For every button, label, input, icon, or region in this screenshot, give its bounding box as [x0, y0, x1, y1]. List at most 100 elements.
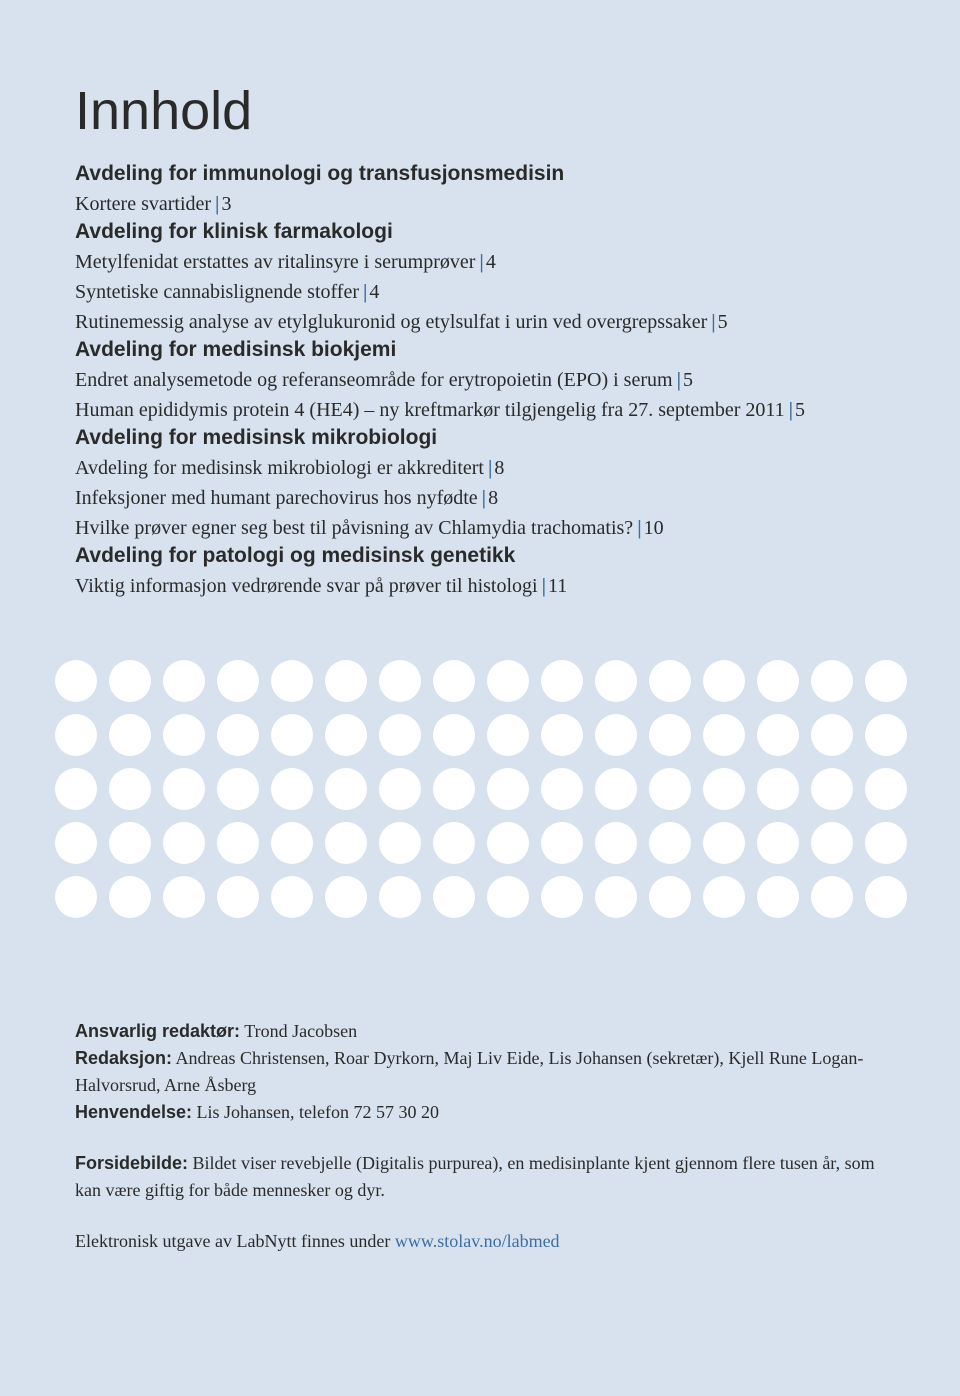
section: Avdeling for medisinsk mikrobiologi Avde…	[75, 426, 885, 542]
entry-text: Viktig informasjon vedrørende svar på pr…	[75, 575, 538, 597]
redaksjon-value: Andreas Christensen, Roar Dyrkorn, Maj L…	[75, 1048, 863, 1095]
redaksjon-label: Redaksjon:	[75, 1048, 172, 1068]
dot-icon	[379, 714, 421, 756]
dot-icon	[757, 714, 799, 756]
dot-icon	[433, 876, 475, 918]
entry-text: Kortere svartider	[75, 193, 211, 215]
entry-page: 10	[644, 517, 664, 539]
section: Avdeling for klinisk farmakologi Metylfe…	[75, 220, 885, 336]
dot-icon	[55, 876, 97, 918]
divider-icon: |	[363, 281, 367, 303]
entry-text: Syntetiske cannabislignende stoffer	[75, 281, 359, 303]
dot-icon	[55, 660, 97, 702]
section-heading: Avdeling for immunologi og transfusjonsm…	[75, 162, 885, 186]
dot-icon	[55, 768, 97, 810]
dot-icon	[541, 660, 583, 702]
dot-icon	[271, 768, 313, 810]
section-heading: Avdeling for patologi og medisinsk genet…	[75, 544, 885, 568]
dot-icon	[541, 876, 583, 918]
editor-value: Trond Jacobsen	[244, 1021, 357, 1041]
dot-icon	[217, 660, 259, 702]
henvendelse-label: Henvendelse:	[75, 1102, 192, 1122]
dot-icon	[271, 660, 313, 702]
entry-text: Metylfenidat erstattes av ritalinsyre i …	[75, 251, 475, 273]
dots-row	[55, 822, 885, 864]
dot-icon	[379, 876, 421, 918]
divider-icon: |	[482, 487, 486, 509]
dot-icon	[811, 768, 853, 810]
entry-text: Rutinemessig analyse av etylglukuronid o…	[75, 311, 707, 333]
page-title: Innhold	[75, 80, 885, 142]
entry-page: 8	[488, 487, 498, 509]
dot-icon	[163, 876, 205, 918]
dot-icon	[271, 822, 313, 864]
dot-icon	[595, 822, 637, 864]
entry-page: 4	[369, 281, 379, 303]
dot-icon	[541, 822, 583, 864]
section: Avdeling for immunologi og transfusjonsm…	[75, 162, 885, 218]
forsidebilde-label: Forsidebilde:	[75, 1153, 188, 1173]
dot-icon	[163, 660, 205, 702]
toc-entry: Endret analysemetode og referanseområde …	[75, 366, 885, 394]
dot-icon	[811, 714, 853, 756]
dot-icon	[487, 822, 529, 864]
dot-icon	[217, 822, 259, 864]
dot-icon	[55, 822, 97, 864]
dot-icon	[649, 660, 691, 702]
entry-text: Endret analysemetode og referanseområde …	[75, 369, 673, 391]
toc-entry: Viktig informasjon vedrørende svar på pr…	[75, 572, 885, 600]
dot-icon	[109, 822, 151, 864]
dot-icon	[595, 876, 637, 918]
dot-icon	[271, 714, 313, 756]
forsidebilde-value: Bildet viser revebjelle (Digitalis purpu…	[75, 1153, 875, 1200]
dot-icon	[703, 768, 745, 810]
dot-icon	[865, 822, 907, 864]
toc-content: Avdeling for immunologi og transfusjonsm…	[75, 162, 885, 600]
dot-icon	[541, 714, 583, 756]
divider-icon: |	[488, 457, 492, 479]
dot-icon	[487, 768, 529, 810]
entry-page: 4	[486, 251, 496, 273]
henvendelse-value: Lis Johansen, telefon 72 57 30 20	[197, 1102, 439, 1122]
section: Avdeling for patologi og medisinsk genet…	[75, 544, 885, 600]
toc-entry: Rutinemessig analyse av etylglukuronid o…	[75, 308, 885, 336]
dot-icon	[217, 714, 259, 756]
dot-icon	[649, 876, 691, 918]
divider-icon: |	[789, 399, 793, 421]
toc-entry: Human epididymis protein 4 (HE4) – ny kr…	[75, 396, 885, 424]
dots-row	[55, 714, 885, 756]
entry-text: Infeksjoner med humant parechovirus hos …	[75, 487, 478, 509]
section-heading: Avdeling for medisinsk biokjemi	[75, 338, 885, 362]
dot-icon	[325, 714, 367, 756]
dot-icon	[595, 768, 637, 810]
footer-elektronisk: Elektronisk utgave av LabNytt finnes und…	[75, 1228, 885, 1255]
elektronisk-link[interactable]: www.stolav.no/labmed	[395, 1231, 560, 1251]
dot-icon	[163, 822, 205, 864]
dot-icon	[379, 660, 421, 702]
entry-text: Human epididymis protein 4 (HE4) – ny kr…	[75, 399, 785, 421]
entry-page: 5	[718, 311, 728, 333]
dot-icon	[325, 822, 367, 864]
dot-icon	[595, 714, 637, 756]
section: Avdeling for medisinsk biokjemi Endret a…	[75, 338, 885, 424]
dot-icon	[433, 660, 475, 702]
dot-icon	[865, 714, 907, 756]
entry-text: Hvilke prøver egner seg best til påvisni…	[75, 517, 633, 539]
dot-icon	[163, 768, 205, 810]
dot-icon	[703, 876, 745, 918]
dot-icon	[649, 768, 691, 810]
dot-icon	[379, 768, 421, 810]
dot-icon	[757, 822, 799, 864]
toc-entry: Metylfenidat erstattes av ritalinsyre i …	[75, 248, 885, 276]
dot-icon	[865, 876, 907, 918]
toc-entry: Avdeling for medisinsk mikrobiologi er a…	[75, 454, 885, 482]
dot-icon	[109, 660, 151, 702]
dot-icon	[325, 876, 367, 918]
dot-icon	[811, 660, 853, 702]
dot-icon	[487, 876, 529, 918]
dot-icon	[217, 876, 259, 918]
dots-row	[55, 660, 885, 702]
dot-icon	[649, 714, 691, 756]
divider-icon: |	[677, 369, 681, 391]
dot-icon	[649, 822, 691, 864]
